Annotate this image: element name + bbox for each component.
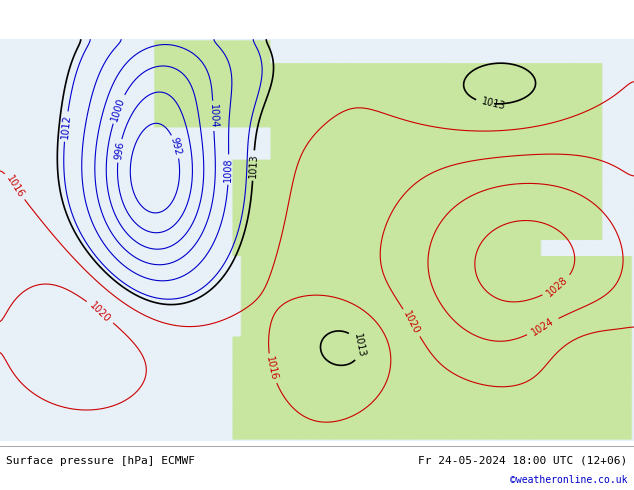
Text: 1016: 1016 bbox=[4, 173, 25, 199]
Text: 1012: 1012 bbox=[60, 114, 72, 139]
Text: 1020: 1020 bbox=[88, 300, 112, 324]
Text: 1008: 1008 bbox=[223, 157, 234, 182]
Text: 1000: 1000 bbox=[110, 96, 127, 122]
Text: Surface pressure [hPa] ECMWF: Surface pressure [hPa] ECMWF bbox=[6, 456, 195, 466]
Text: 992: 992 bbox=[169, 137, 183, 157]
Text: 1016: 1016 bbox=[264, 355, 279, 381]
Text: 1013: 1013 bbox=[352, 333, 366, 359]
Text: ©weatheronline.co.uk: ©weatheronline.co.uk bbox=[510, 475, 628, 485]
Text: 1020: 1020 bbox=[401, 310, 422, 336]
Text: 1028: 1028 bbox=[545, 274, 570, 298]
Text: 1024: 1024 bbox=[530, 316, 556, 338]
Text: 996: 996 bbox=[113, 141, 126, 161]
Text: 1004: 1004 bbox=[208, 103, 219, 128]
Text: 1013: 1013 bbox=[248, 153, 259, 178]
Text: Fr 24-05-2024 18:00 UTC (12+06): Fr 24-05-2024 18:00 UTC (12+06) bbox=[418, 456, 628, 466]
Text: 1013: 1013 bbox=[481, 96, 507, 111]
